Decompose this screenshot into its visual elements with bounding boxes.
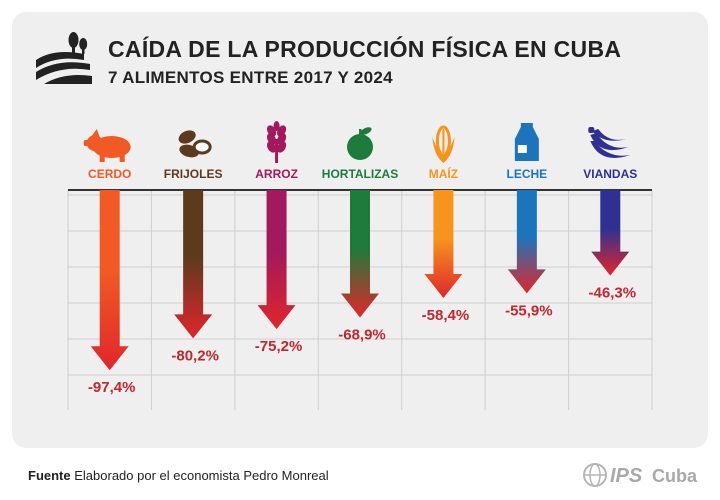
value-label-4: -58,4%	[422, 307, 470, 324]
value-label-3: -68,9%	[338, 326, 386, 343]
value-label-6: -46,3%	[589, 285, 637, 302]
apple-icon	[347, 127, 373, 160]
arrow-bar-0	[90, 190, 129, 371]
value-label-1: -80,2%	[171, 347, 219, 364]
farm-logo-icon	[36, 32, 92, 84]
banana-icon	[588, 127, 631, 158]
category-label-6: VIANDAS	[583, 167, 637, 181]
chart-title: CAÍDA DE LA PRODUCCIÓN FÍSICA EN CUBA	[108, 36, 622, 62]
category-label-2: ARROZ	[255, 167, 298, 181]
category-label-0: CERDO	[88, 167, 131, 181]
pig-icon	[83, 129, 131, 162]
source-text: Elaborado por el economista Pedro Monrea…	[74, 468, 329, 483]
wheat-icon	[266, 121, 287, 163]
brand-suffix: Cuba	[652, 466, 698, 486]
arrow-bar-4	[424, 190, 463, 299]
source-note: Fuente Elaborado por el economista Pedro…	[28, 468, 329, 483]
ips-brand-logo: IPS Cuba	[583, 463, 698, 487]
corn-icon	[432, 125, 455, 163]
category-label-4: MAÍZ	[429, 166, 458, 181]
source-label: Fuente	[28, 468, 71, 483]
arrow-bar-5	[507, 190, 546, 294]
beans-icon	[178, 130, 212, 158]
arrow-bar-2	[257, 190, 296, 330]
arrow-bar-1	[174, 190, 213, 339]
category-label-1: FRIJOLES	[164, 167, 223, 181]
arrow-bar-3	[341, 190, 379, 318]
value-label-5: -55,9%	[505, 302, 553, 319]
milk-icon	[514, 123, 539, 161]
chart-subtitle: 7 ALIMENTOS ENTRE 2017 Y 2024	[108, 68, 393, 87]
globe-icon	[583, 463, 607, 487]
value-label-2: -75,2%	[255, 338, 303, 355]
brand-name: IPS	[610, 465, 643, 487]
category-label-3: HORTALIZAS	[322, 167, 398, 181]
arrow-bar-6	[591, 190, 630, 276]
category-label-5: LECHE	[507, 167, 548, 181]
value-label-0: -97,4%	[88, 379, 136, 396]
